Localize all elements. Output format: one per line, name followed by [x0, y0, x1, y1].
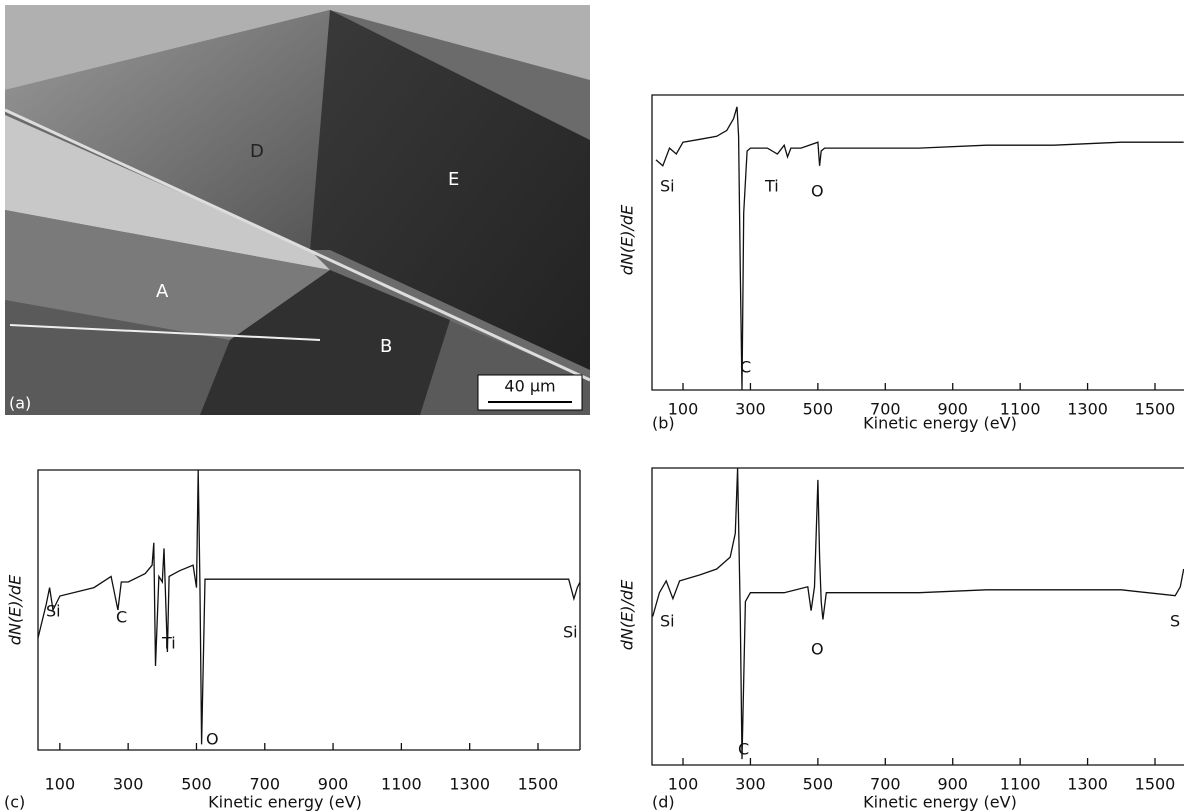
- x-tick-label: 700: [249, 775, 280, 794]
- region-label: A: [156, 281, 169, 302]
- region-label: B: [380, 336, 392, 357]
- peak-label: C: [740, 358, 751, 377]
- x-tick-label: 900: [937, 400, 968, 419]
- x-tick-label: 500: [803, 400, 834, 419]
- peak-label: O: [811, 640, 824, 659]
- axes-frame: [37, 469, 580, 751]
- x-tick-label: 100: [668, 400, 699, 419]
- x-tick-label: 100: [45, 775, 76, 794]
- y-axis-label: dN(E)/dE: [6, 574, 25, 645]
- x-tick-label: 1100: [381, 775, 422, 794]
- x-tick-label: 700: [870, 775, 901, 794]
- x-tick-label: 1100: [1000, 775, 1041, 794]
- y-axis-label: dN(E)/dE: [618, 204, 637, 275]
- peak-label: O: [811, 182, 824, 201]
- panel-label: (b): [652, 414, 675, 433]
- x-tick-label: 1300: [449, 775, 490, 794]
- panel-label: (c): [4, 793, 25, 811]
- x-tick-label: 1100: [1000, 400, 1041, 419]
- x-tick-label: 900: [937, 775, 968, 794]
- spectrum-line: [652, 467, 1184, 760]
- x-axis-label: Kinetic energy (eV): [208, 793, 362, 811]
- x-axis-label: Kinetic energy (eV): [863, 793, 1017, 811]
- x-tick-label: 300: [735, 775, 766, 794]
- panel-label: (d): [652, 793, 675, 811]
- panel-label: (a): [9, 394, 31, 413]
- peak-label: C: [738, 740, 749, 759]
- x-tick-label: 300: [735, 400, 766, 419]
- peak-label: Ti: [764, 177, 779, 196]
- spectrum-line: [655, 106, 1184, 391]
- x-axis-label: Kinetic energy (eV): [863, 414, 1017, 433]
- sem-image: [4, 5, 591, 415]
- y-axis-label: dN(E)/dE: [618, 579, 637, 650]
- axes-frame: [651, 94, 1184, 391]
- spectrum-line: [37, 469, 581, 745]
- x-tick-label: 1500: [1135, 775, 1176, 794]
- x-tick-label: 1300: [1067, 775, 1108, 794]
- x-tick-label: 1500: [1135, 400, 1176, 419]
- x-tick-label: 700: [870, 400, 901, 419]
- x-tick-label: 900: [318, 775, 349, 794]
- peak-label: Si: [660, 177, 675, 196]
- peak-label: C: [116, 608, 127, 627]
- region-label: D: [250, 141, 264, 162]
- scale-bar: 40 µm: [504, 377, 555, 396]
- peak-label: Si: [563, 623, 578, 642]
- x-tick-label: 500: [803, 775, 834, 794]
- x-tick-label: 100: [668, 775, 699, 794]
- x-tick-label: 1300: [1067, 400, 1108, 419]
- x-tick-label: 300: [113, 775, 144, 794]
- x-tick-label: 500: [181, 775, 212, 794]
- x-tick-label: 1500: [518, 775, 559, 794]
- peak-label: S: [1170, 612, 1180, 631]
- peak-label: O: [206, 730, 219, 749]
- peak-label: Ti: [161, 634, 176, 653]
- peak-label: Si: [660, 612, 675, 631]
- axes-frame: [651, 467, 1184, 766]
- peak-label: Si: [46, 602, 61, 621]
- region-label: E: [448, 169, 459, 190]
